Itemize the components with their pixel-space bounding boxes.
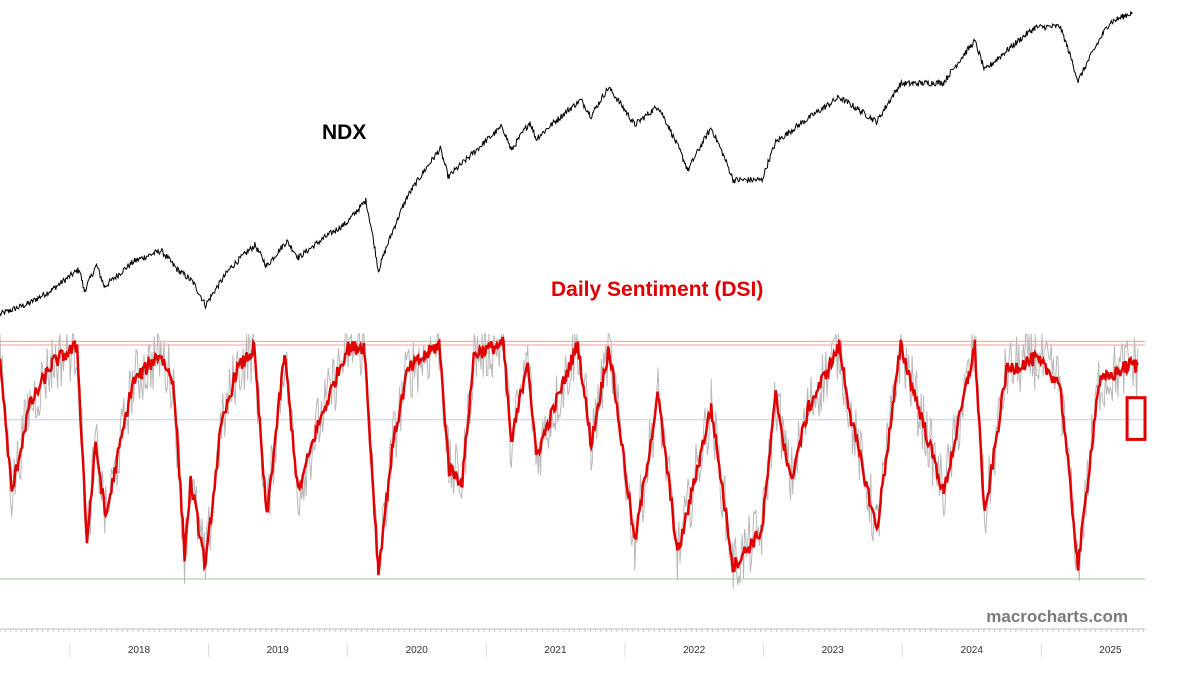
x-tick-label-2025: 2025 (1099, 645, 1122, 656)
x-tick-label-2023: 2023 (822, 645, 845, 656)
x-tick-label-2022: 2022 (683, 645, 706, 656)
highlight-box (1125, 396, 1147, 441)
x-tick-label-2018: 2018 (128, 645, 151, 656)
ndx-label: NDX (322, 121, 366, 144)
x-tick-label-2019: 2019 (267, 645, 290, 656)
x-tick-label-2020: 2020 (406, 645, 429, 656)
ndx-series-line (0, 11, 1133, 317)
x-tick-label-2021: 2021 (544, 645, 567, 656)
x-tick-label-2024: 2024 (961, 645, 984, 656)
x-axis: 2018 2019 2020 2021 2022 2023 2024 2025 (0, 628, 1145, 657)
x-axis-tick-labels: 2018 2019 2020 2021 2022 2023 2024 2025 (128, 645, 1122, 656)
x-axis-minor-ticks (0, 629, 1144, 632)
x-axis-year-dividers (69, 643, 1042, 657)
watermark: macrocharts.com (986, 607, 1128, 626)
dsi-label: Daily Sentiment (DSI) (551, 278, 763, 301)
dsi-series-line (0, 336, 1139, 576)
